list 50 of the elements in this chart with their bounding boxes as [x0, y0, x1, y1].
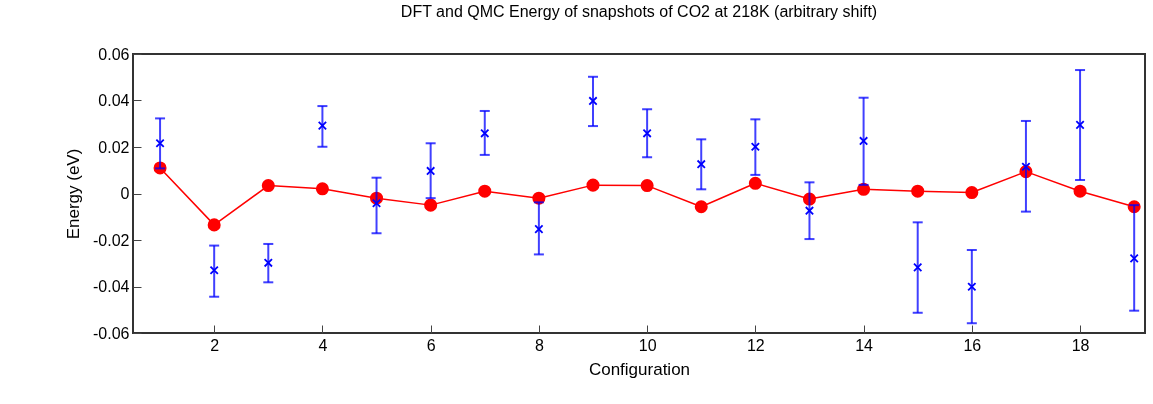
point — [1021, 162, 1031, 172]
y-tick-label: 0 — [120, 185, 130, 202]
x-tick-label: 16 — [963, 336, 982, 354]
point — [858, 136, 869, 146]
y-tick-label: -0.04 — [93, 278, 130, 295]
point — [209, 265, 219, 275]
y-tick-label: 0.04 — [98, 92, 130, 109]
point — [317, 121, 328, 131]
point — [967, 282, 977, 292]
point — [694, 200, 708, 214]
point — [1129, 253, 1139, 263]
point — [424, 198, 438, 212]
x-tick-label: 18 — [1071, 336, 1090, 354]
x-tick-label: 2 — [210, 336, 220, 354]
point — [207, 218, 221, 232]
point — [911, 184, 925, 198]
point — [588, 96, 598, 106]
point — [426, 166, 436, 176]
y-axis-title: Energy (eV) — [64, 148, 84, 240]
y-tick-label: -0.06 — [93, 324, 130, 342]
x-tick-label: 4 — [318, 336, 328, 354]
point — [371, 198, 382, 208]
point — [696, 159, 706, 169]
chart-title: DFT and QMC Energy of snapshots of CO2 at 218K (arbitrary shift) — [400, 3, 878, 20]
point — [534, 224, 544, 234]
x-tick-label: 8 — [534, 336, 544, 354]
point — [480, 128, 490, 138]
point — [748, 176, 762, 190]
x-tick-label: 6 — [426, 336, 436, 354]
x-tick-label: 12 — [746, 336, 765, 354]
point — [155, 138, 165, 148]
point — [804, 206, 815, 216]
point — [640, 179, 654, 193]
x-tick-label: 10 — [638, 336, 657, 354]
y-tick-label: -0.02 — [93, 231, 130, 249]
y-tick-label: 0.02 — [98, 138, 130, 156]
point — [478, 184, 492, 198]
point — [1073, 184, 1087, 198]
point — [261, 179, 275, 193]
point — [315, 182, 329, 196]
y-tick-label: 0.06 — [98, 45, 130, 63]
point — [263, 258, 273, 268]
x-axis-title: Configuration — [588, 359, 691, 379]
point — [750, 142, 760, 152]
point — [1075, 120, 1085, 130]
x-tick-label: 14 — [855, 336, 874, 354]
point — [642, 128, 652, 138]
point — [913, 262, 923, 273]
point — [965, 186, 979, 200]
point — [586, 178, 600, 192]
